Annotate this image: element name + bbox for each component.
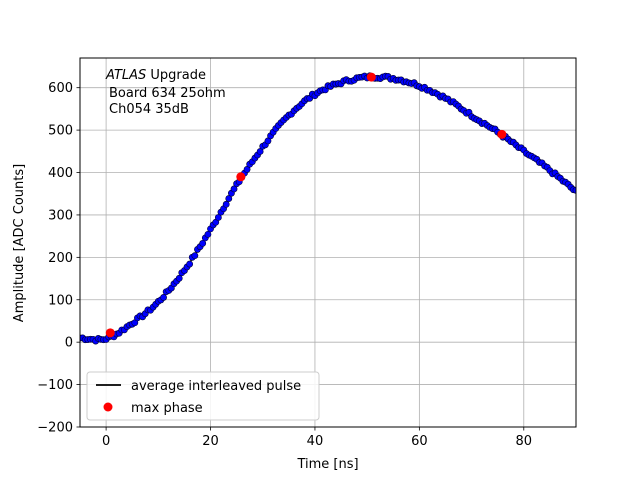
y-tick-label: 600	[48, 81, 73, 96]
sample-point	[175, 274, 183, 282]
sample-point	[191, 252, 199, 260]
max-phase-point	[366, 72, 376, 82]
sample-point	[214, 214, 222, 221]
y-tick-label: 0	[65, 336, 73, 351]
legend-box	[86, 371, 320, 421]
sample-point	[204, 230, 212, 238]
sample-point	[160, 294, 167, 301]
x-axis-label: Time [ns]	[296, 457, 358, 472]
y-tick-label: −100	[37, 378, 73, 393]
x-tick-label: 20	[202, 434, 219, 449]
max-phase-point	[497, 129, 507, 139]
annotation-line2: Board 634 25ohm	[109, 86, 226, 101]
plot-area	[80, 72, 576, 345]
y-tick-label: 100	[48, 293, 73, 308]
y-axis-label: Amplitude [ADC Counts]	[12, 164, 27, 322]
annotation-line3: Ch054 35dB	[109, 102, 189, 117]
sample-point	[199, 239, 207, 247]
legend-marker-max-phase	[103, 402, 113, 412]
x-tick-label: 0	[102, 434, 110, 449]
legend: average interleaved pulse max phase	[86, 371, 320, 421]
y-tick-label: −200	[37, 421, 73, 436]
annotation-line1: ATLAS Upgrade	[105, 68, 206, 83]
sample-point	[222, 200, 230, 208]
sample-point	[186, 260, 194, 268]
annotation-atlas: ATLAS	[105, 68, 146, 83]
y-tick-label: 400	[48, 166, 73, 181]
legend-label-max-phase: max phase	[131, 401, 203, 416]
max-phase-point	[236, 172, 246, 182]
axis-ticks: 0 20 40 60 80 −200 −100 0 100 200 300 400 500 600	[37, 81, 532, 449]
x-tick-label: 40	[307, 434, 324, 449]
plot-content	[80, 72, 576, 345]
axes-frame	[79, 57, 577, 428]
sample-point	[225, 195, 233, 202]
x-tick-label: 80	[516, 434, 533, 449]
y-tick-label: 300	[48, 208, 73, 223]
x-tick-label: 60	[411, 434, 428, 449]
y-tick-label: 200	[48, 251, 73, 266]
annotation-upgrade: Upgrade	[146, 68, 206, 83]
max-phase-point	[105, 328, 115, 338]
y-tick-label: 500	[48, 124, 73, 139]
sample-point	[572, 186, 576, 194]
legend-label-average: average interleaved pulse	[131, 379, 301, 394]
